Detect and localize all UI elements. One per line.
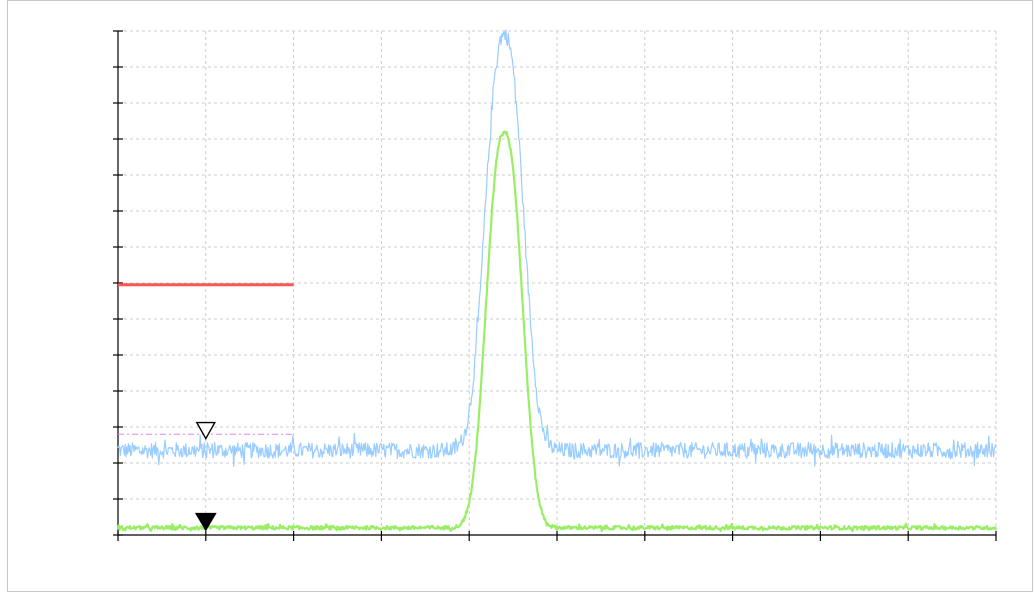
spectrum-chart bbox=[113, 29, 998, 541]
filled-triangle-marker bbox=[194, 512, 217, 532]
series-line-1 bbox=[116, 130, 998, 533]
axes bbox=[113, 30, 997, 541]
grid bbox=[118, 30, 997, 535]
series-group bbox=[116, 29, 998, 533]
series-line-0 bbox=[117, 29, 997, 467]
annotations bbox=[118, 283, 294, 532]
chart-frame bbox=[7, 0, 1033, 592]
open-triangle-marker bbox=[195, 421, 216, 441]
